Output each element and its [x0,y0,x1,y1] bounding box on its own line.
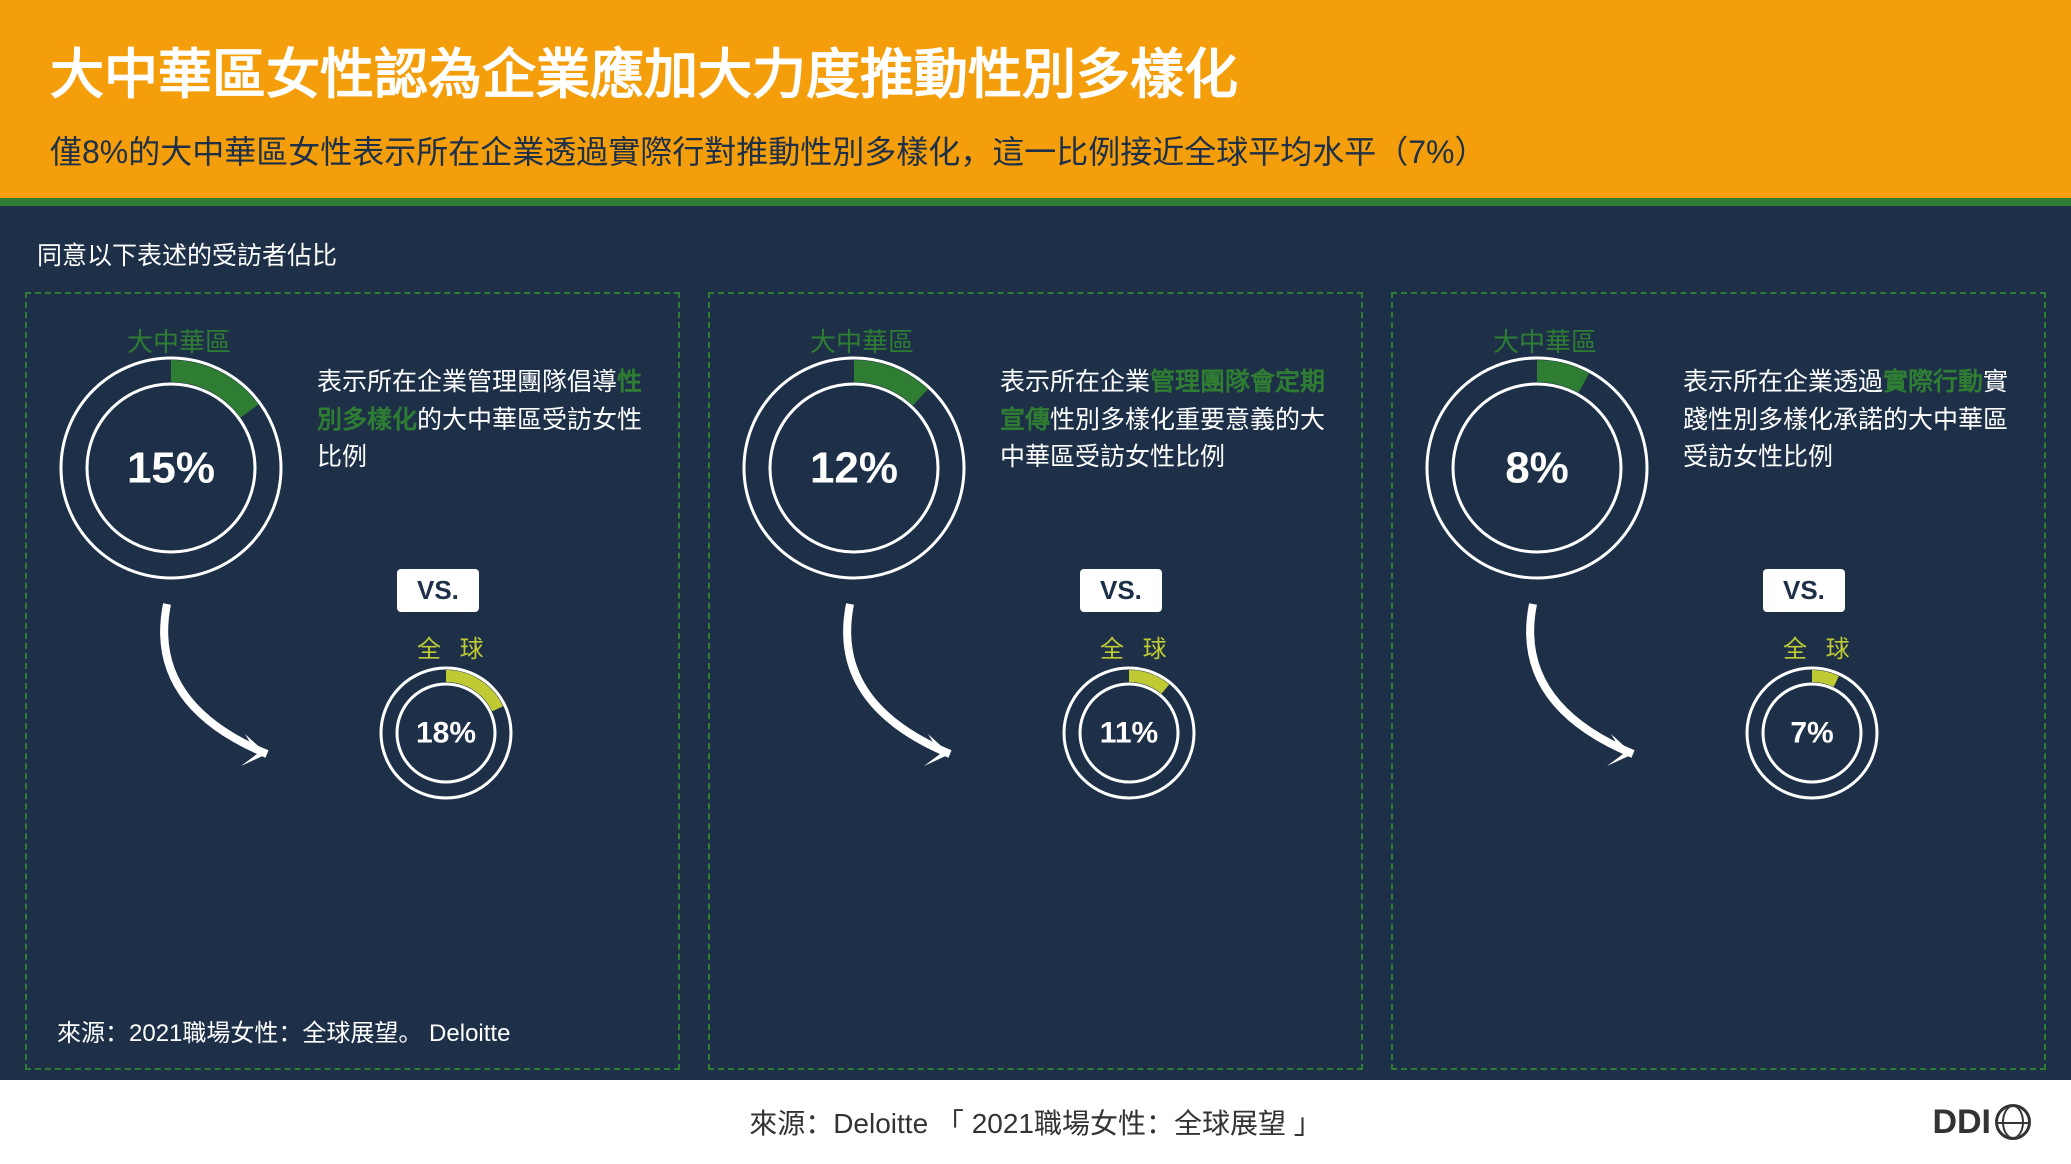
header: 大中華區女性認為企業應加大力度推動性別多樣化 僅8%的大中華區女性表示所在企業透… [0,0,2071,198]
accent-bar [0,198,2071,206]
donut-global: 11% [1060,664,1198,807]
vs-badge: VS. [1763,569,1845,612]
donut-global: 18% [377,664,515,807]
donut-region: 12% [740,354,968,587]
panel-2: 大中華區 12% 表示所在企業管理團隊會定期宣傳性別多樣化重要意義的大中華區受訪… [708,292,1363,1070]
panel-1: 大中華區 15% 表示所在企業管理團隊倡導性別多樣化的大中華區受訪女性比例 VS… [25,292,680,1070]
svg-text:12%: 12% [810,444,898,493]
svg-text:8%: 8% [1505,444,1569,493]
panels-row: 大中華區 15% 表示所在企業管理團隊倡導性別多樣化的大中華區受訪女性比例 VS… [25,292,2046,1070]
footer: 來源：Deloitte 「 2021職場女性：全球展望 」 DDI [0,1080,2071,1164]
chart-area: 同意以下表述的受訪者佔比 大中華區 15% 表示所在企業管理團隊倡導性別多樣化的… [0,206,2071,1080]
global-label: 全 球 [1783,629,1856,664]
vs-badge: VS. [397,569,479,612]
svg-text:11%: 11% [1100,717,1158,750]
donut-region: 8% [1423,354,1651,587]
arrow-icon [127,584,327,789]
panel-description: 表示所在企業透過實際行動實踐性別多樣化承諾的大中華區受訪女性比例 [1683,364,2024,477]
vs-badge: VS. [1080,569,1162,612]
panel-description: 表示所在企業管理團隊會定期宣傳性別多樣化重要意義的大中華區受訪女性比例 [1000,364,1341,477]
svg-text:15%: 15% [127,444,215,493]
panel-source: 來源：2021職場女性：全球展望。 Deloitte [57,1013,510,1048]
donut-region: 15% [57,354,285,587]
logo-text: DDI [1932,1103,1991,1142]
arrow-icon [810,584,1010,789]
page-title: 大中華區女性認為企業應加大力度推動性別多樣化 [50,30,2021,109]
footer-source: 來源：Deloitte 「 2021職場女性：全球展望 」 [749,1102,1322,1142]
caption: 同意以下表述的受訪者佔比 [37,236,2046,272]
slide: 大中華區女性認為企業應加大力度推動性別多樣化 僅8%的大中華區女性表示所在企業透… [0,0,2071,1164]
globe-icon [1995,1104,2031,1140]
global-label: 全 球 [1100,629,1173,664]
panel-description: 表示所在企業管理團隊倡導性別多樣化的大中華區受訪女性比例 [317,364,658,477]
global-label: 全 球 [417,629,490,664]
ddi-logo: DDI [1932,1103,2031,1142]
donut-global: 7% [1743,664,1881,807]
panel-3: 大中華區 8% 表示所在企業透過實際行動實踐性別多樣化承諾的大中華區受訪女性比例… [1391,292,2046,1070]
svg-text:7%: 7% [1790,717,1833,750]
svg-text:18%: 18% [416,717,476,750]
arrow-icon [1493,584,1693,789]
subtitle: 僅8%的大中華區女性表示所在企業透過實際行對推動性別多樣化，這一比例接近全球平均… [50,127,2021,173]
